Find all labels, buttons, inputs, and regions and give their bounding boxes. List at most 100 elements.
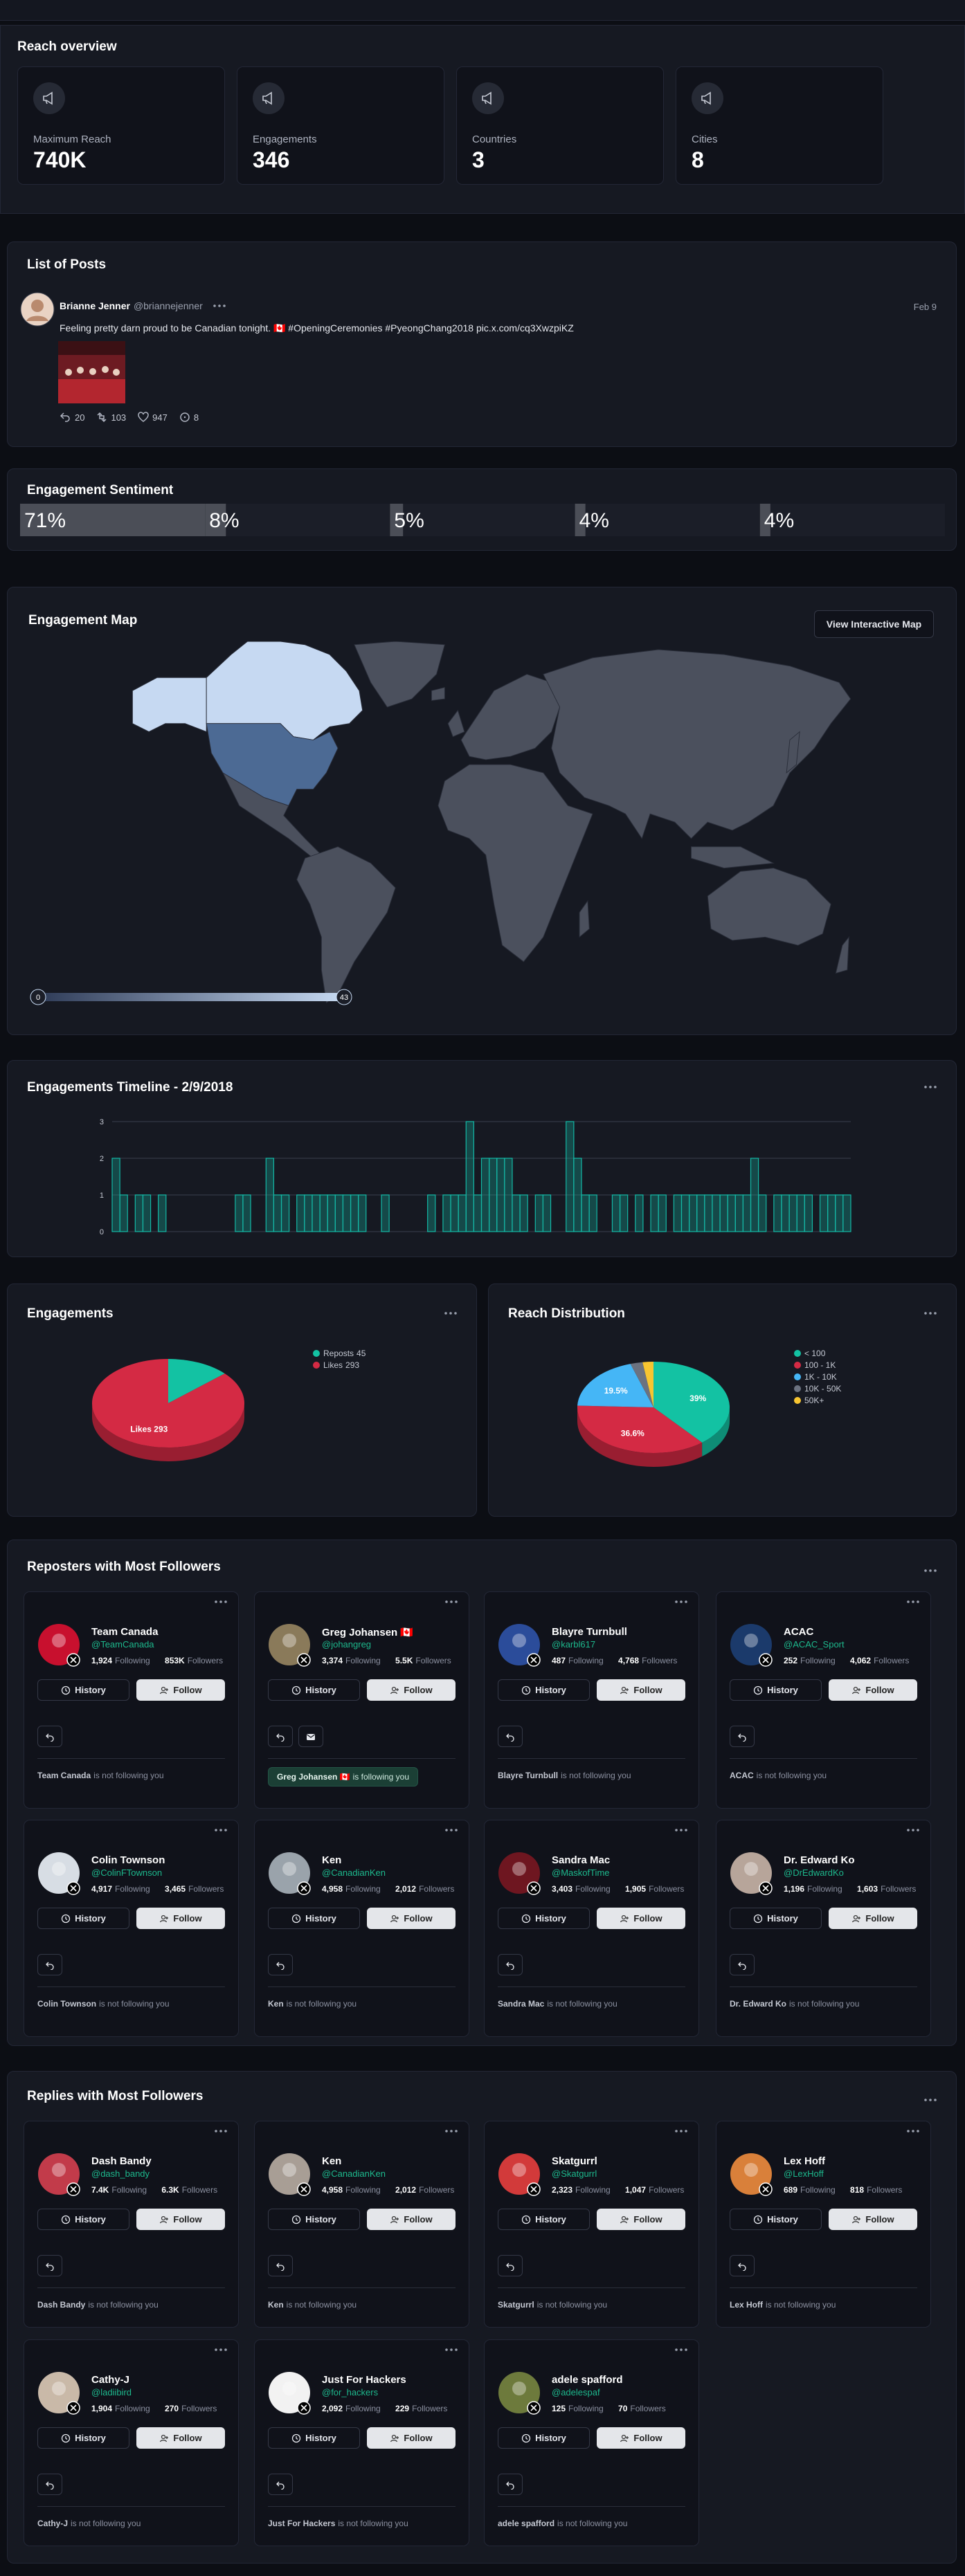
reply-button[interactable] <box>498 1726 523 1747</box>
bar <box>142 1194 152 1232</box>
avatar <box>300 2186 307 2193</box>
megaphone-icon <box>262 91 272 105</box>
avatar <box>38 2153 80 2196</box>
user-card: Blayre Turnbull @karbl617 487 Following 4,76… <box>484 1591 699 1809</box>
follow-label: Follow <box>173 2433 202 2443</box>
following-count: 3,374 <box>322 1656 343 1665</box>
bar <box>758 1194 767 1232</box>
follow-button[interactable]: Follow <box>597 1679 685 1701</box>
y-tick-label: 2 <box>100 1155 104 1163</box>
followers-count: 4,768 <box>618 1656 640 1665</box>
follow-button[interactable]: Follow <box>136 2427 225 2449</box>
avatar <box>530 1656 537 1663</box>
reply-icon <box>506 2481 514 2490</box>
divider <box>37 1758 225 1759</box>
megaphone-icon <box>45 100 48 104</box>
follow-icon <box>392 1915 397 1919</box>
bar <box>658 1194 667 1232</box>
user-name: Sandra Mac <box>552 1854 611 1866</box>
follow-button[interactable]: Follow <box>136 1908 225 1929</box>
history-button[interactable]: History <box>498 2209 590 2230</box>
follow-button[interactable]: Follow <box>367 2209 456 2230</box>
follow-button[interactable]: Follow <box>367 1679 456 1701</box>
follow-icon <box>390 1915 399 1922</box>
history-button[interactable]: History <box>268 1908 360 1929</box>
avatar <box>762 1656 769 1663</box>
reply-button[interactable] <box>730 1954 755 1975</box>
stat-value: 740K <box>33 147 87 172</box>
follow-icon <box>160 1916 169 1922</box>
map-button[interactable]: View Interactive Map <box>814 610 934 638</box>
history-label: History <box>535 2214 566 2225</box>
followers-label: Followers <box>415 1656 451 1665</box>
reply-button[interactable] <box>268 1954 293 1975</box>
follow-button[interactable]: Follow <box>829 1908 917 1929</box>
reply-button[interactable] <box>37 2474 62 2495</box>
history-button[interactable]: History <box>730 1679 822 1701</box>
message-button[interactable] <box>298 1726 323 1747</box>
reply-button[interactable] <box>268 1726 293 1747</box>
clock-icon <box>291 1914 301 1923</box>
divider <box>37 1986 225 1987</box>
country <box>579 899 590 938</box>
follow-button[interactable]: Follow <box>136 1679 225 1701</box>
follow-button[interactable]: Follow <box>597 2209 685 2230</box>
history-button[interactable]: History <box>730 1908 822 1929</box>
user-card: Skatgurrl @Skatgurrl 2,323 Following 1,047 Fo… <box>484 2121 699 2328</box>
megaphone-icon <box>33 82 65 114</box>
history-button[interactable]: History <box>730 2209 822 2230</box>
follow-button[interactable]: Follow <box>829 2209 917 2230</box>
history-button[interactable]: History <box>268 1679 360 1701</box>
history-button[interactable]: History <box>37 1679 129 1701</box>
more-icon <box>924 1569 927 1572</box>
user-counts: 487 Following 4,768 Followers <box>552 1656 677 1665</box>
stat-icon <box>60 412 70 422</box>
slice <box>577 1364 653 1407</box>
reply-button[interactable] <box>37 1726 62 1747</box>
follow-status: Sandra Mac is not following you <box>498 1999 617 2009</box>
more-icon <box>445 1600 448 1603</box>
reply-icon <box>46 2263 54 2271</box>
follow-button[interactable]: Follow <box>597 2427 685 2449</box>
reply-icon <box>276 1962 285 1970</box>
reply-button[interactable] <box>498 1954 523 1975</box>
user-counts: 689 Following 818 Followers <box>784 2185 902 2195</box>
stat-value: 947 <box>152 412 168 423</box>
user-handle: @karbl617 <box>552 1639 596 1650</box>
more-icon <box>907 1829 910 1831</box>
avatar <box>744 1862 758 1876</box>
history-button[interactable]: History <box>498 1679 590 1701</box>
follow-button[interactable]: Follow <box>136 2209 225 2230</box>
history-button[interactable]: History <box>268 2209 360 2230</box>
user-counts: 125 Following 70 Followers <box>552 2404 666 2413</box>
reply-button[interactable] <box>498 2474 523 2495</box>
following-count: 4,958 <box>322 1884 343 1894</box>
reply-button[interactable] <box>498 2255 523 2276</box>
reply-button[interactable] <box>268 2255 293 2276</box>
follow-label: Follow <box>173 2214 202 2225</box>
reply-icon <box>276 1733 285 1742</box>
follow-button[interactable]: Follow <box>367 2427 456 2449</box>
status-text: is not following you <box>547 1999 617 2009</box>
reply-button[interactable] <box>730 2255 755 2276</box>
follow-button[interactable]: Follow <box>597 1908 685 1929</box>
clock-icon <box>521 1914 531 1923</box>
reply-button[interactable] <box>268 2474 293 2495</box>
reply-button[interactable] <box>37 1954 62 1975</box>
follow-button[interactable]: Follow <box>367 1908 456 1929</box>
avatar <box>269 2372 311 2415</box>
follow-button[interactable]: Follow <box>829 1679 917 1701</box>
avatar <box>300 2404 307 2411</box>
reply-button[interactable] <box>37 2255 62 2276</box>
history-button[interactable]: History <box>37 2427 129 2449</box>
reply-button[interactable] <box>730 1726 755 1747</box>
map-legend: 0 43 <box>30 989 352 1005</box>
history-button[interactable]: History <box>498 1908 590 1929</box>
follow-icon <box>160 2217 169 2223</box>
history-button[interactable]: History <box>498 2427 590 2449</box>
history-button[interactable]: History <box>268 2427 360 2449</box>
reply-icon <box>738 2263 746 2271</box>
history-button[interactable]: History <box>37 1908 129 1929</box>
history-button[interactable]: History <box>37 2209 129 2230</box>
following-label: Following <box>800 1656 836 1665</box>
